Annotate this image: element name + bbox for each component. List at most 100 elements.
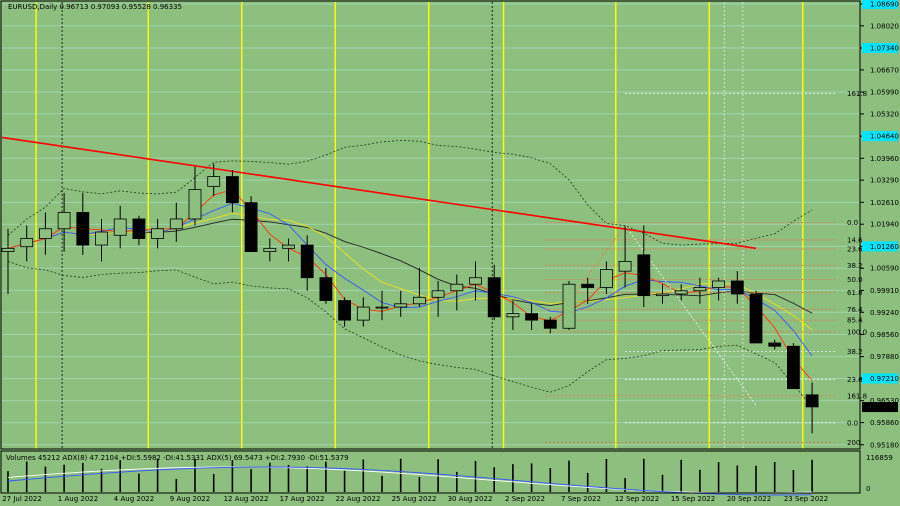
main-frame bbox=[0, 0, 861, 450]
fibonacci-levels: 161.80.014.623.638.250.061.876.485.4100.… bbox=[545, 90, 867, 447]
candle-body-6 bbox=[113, 218, 127, 236]
current-price-box bbox=[862, 402, 898, 413]
bollinger-lower bbox=[7, 261, 813, 408]
fib-label-12: 161.8 bbox=[847, 392, 867, 400]
indicator-header: Volumes 45212 ADX(8) 47.2104 +DI:5.5982 … bbox=[6, 454, 349, 462]
candle-body-37 bbox=[693, 287, 707, 292]
candle-body-25 bbox=[469, 277, 482, 285]
price-box-2 bbox=[862, 43, 898, 54]
price-label-5: 1.05320 bbox=[870, 110, 899, 118]
price-label-10: 1.01940 bbox=[870, 221, 899, 229]
fib-label-14: 200 bbox=[847, 439, 860, 447]
candle-body-14 bbox=[263, 247, 277, 253]
fib-label-2: 14.6 bbox=[847, 236, 863, 244]
candle-body-42 bbox=[787, 345, 800, 390]
chart-header: EURUSD,Daily 0.96713 0.97093 0.95528 0.9… bbox=[8, 3, 182, 11]
indicator-frame bbox=[0, 450, 861, 494]
volume-max-label: 116859 bbox=[866, 454, 893, 462]
date-label-9: 2 Sep 2022 bbox=[505, 495, 545, 503]
candle-body-21 bbox=[394, 303, 408, 308]
resistance-trendline bbox=[1, 136, 757, 250]
price-label-4: 1.05990 bbox=[870, 89, 899, 97]
price-label-17: 0.97210 bbox=[870, 375, 899, 383]
candle-body-26 bbox=[487, 277, 501, 318]
date-label-5: 17 Aug 2022 bbox=[280, 495, 325, 503]
candle-body-9 bbox=[169, 218, 183, 230]
date-label-13: 20 Sep 2022 bbox=[727, 495, 771, 503]
candle-body-41 bbox=[768, 342, 782, 347]
fib-label-4: 38.2 bbox=[847, 262, 863, 270]
volume-panel: 116859 0 bbox=[7, 454, 893, 496]
fib-label-5: 50.0 bbox=[847, 276, 863, 284]
date-label-4: 12 Aug 2022 bbox=[224, 495, 269, 503]
candle-body-1 bbox=[20, 238, 34, 248]
price-label-16: 0.97880 bbox=[870, 353, 899, 361]
fib-label-6: 61.8 bbox=[847, 289, 863, 297]
time-axis: 27 Jul 2022 1 Aug 2022 4 Aug 2022 9 Aug 202… bbox=[2, 495, 828, 503]
grid bbox=[2, 3, 860, 446]
fib-label-10: 38.2 bbox=[847, 348, 863, 356]
candle-body-33 bbox=[618, 260, 632, 272]
price-label-9: 1.02610 bbox=[870, 199, 899, 207]
candle-body-28 bbox=[525, 313, 538, 321]
candle-body-3 bbox=[57, 212, 71, 230]
price-axis: 1.08690 1.08020 1.07340 1.06670 1.05990 1.053… bbox=[860, 0, 899, 449]
candle-body-17 bbox=[319, 277, 333, 301]
date-label-14: 23 Sep 2022 bbox=[784, 495, 828, 503]
fib-label-1: 0.0 bbox=[847, 219, 858, 227]
date-label-10: 7 Sep 2022 bbox=[561, 495, 601, 503]
fib-label-7: 76.4 bbox=[847, 306, 863, 314]
price-label-8: 1.03290 bbox=[870, 177, 899, 185]
price-label-0: 1.08690 bbox=[870, 0, 899, 8]
candle-body-11 bbox=[207, 176, 221, 187]
candle-body-40 bbox=[749, 293, 763, 344]
candle-body-36 bbox=[674, 290, 688, 295]
candle-body-10 bbox=[188, 189, 202, 220]
price-box-0 bbox=[862, 0, 898, 9]
price-label-14: 0.99240 bbox=[870, 309, 899, 317]
date-label-12: 15 Sep 2022 bbox=[671, 495, 715, 503]
price-box-11 bbox=[862, 241, 898, 252]
price-label-7: 1.03960 bbox=[870, 155, 899, 163]
candle-body-8 bbox=[151, 228, 165, 239]
candle-body-12 bbox=[225, 176, 239, 204]
current-price-label: 0.96335 bbox=[868, 404, 897, 412]
date-label-2: 4 Aug 2022 bbox=[114, 495, 154, 503]
volume-zero-label: 0 bbox=[866, 485, 870, 493]
price-label-1: 1.08020 bbox=[870, 22, 899, 30]
candle-body-31 bbox=[581, 283, 595, 288]
candle-body-23 bbox=[431, 290, 445, 298]
candle-body-27 bbox=[506, 313, 520, 318]
candle-body-22 bbox=[412, 296, 426, 305]
candle-body-2 bbox=[39, 228, 52, 239]
candle-body-24 bbox=[450, 283, 464, 292]
price-box-6 bbox=[862, 131, 898, 142]
candle-body-43 bbox=[805, 394, 819, 408]
candle-body-39 bbox=[730, 280, 744, 295]
candle-body-34 bbox=[637, 254, 651, 297]
price-label-12: 1.00590 bbox=[870, 265, 899, 273]
date-label-3: 9 Aug 2022 bbox=[170, 495, 210, 503]
candle-body-38 bbox=[712, 280, 725, 288]
bollinger-bands bbox=[7, 140, 813, 408]
candle-body-7 bbox=[132, 218, 146, 239]
adx-line-blue bbox=[7, 466, 813, 496]
candle-body-16 bbox=[300, 244, 314, 279]
candle-body-4 bbox=[76, 212, 90, 246]
candle-body-5 bbox=[95, 231, 108, 246]
price-label-15: 0.98560 bbox=[870, 331, 899, 339]
date-label-11: 12 Sep 2022 bbox=[615, 495, 659, 503]
date-label-1: 1 Aug 2022 bbox=[58, 495, 98, 503]
candle-body-19 bbox=[356, 306, 370, 321]
vertical-markers bbox=[35, 2, 804, 449]
candle-body-18 bbox=[338, 300, 352, 321]
price-label-18: 0.96530 bbox=[870, 397, 899, 405]
candle-body-29 bbox=[543, 319, 557, 329]
price-label-3: 1.06670 bbox=[870, 66, 899, 74]
adx-line-white bbox=[7, 466, 813, 494]
trendline-group bbox=[1, 136, 757, 250]
candlesticks bbox=[1, 163, 819, 434]
fib-label-0: 161.8 bbox=[847, 90, 867, 98]
